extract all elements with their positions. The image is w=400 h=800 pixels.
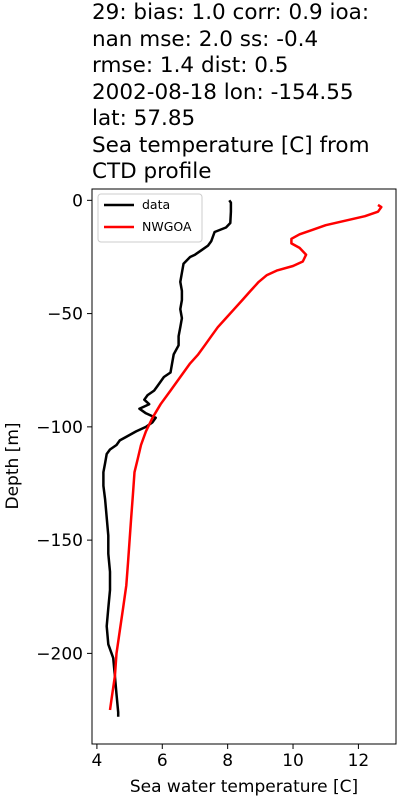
y-axis: 0 −50 −100 −150 −200 <box>36 191 92 664</box>
y-tick-label: −100 <box>36 418 83 438</box>
legend: data NWGOA <box>97 193 203 243</box>
title-line: 2002-08-18 lon: -154.55 <box>92 79 354 105</box>
legend-label-data: data <box>142 197 170 212</box>
x-axis: 4 6 8 10 12 <box>91 744 369 771</box>
plot-lines <box>102 199 383 717</box>
y-tick-label: −200 <box>36 644 83 664</box>
legend-label-nwgoa: NWGOA <box>142 219 192 234</box>
x-tick-label: 10 <box>282 751 304 771</box>
y-tick-label: −50 <box>47 305 83 325</box>
series-line-nwgoa <box>108 203 383 711</box>
x-tick-label: 4 <box>91 751 102 771</box>
chart-title: 29: bias: 1.0 corr: 0.9 ioa: nan mse: 2.… <box>92 0 397 186</box>
series-line-data <box>102 199 233 717</box>
y-axis-label: Depth [m] <box>3 422 23 509</box>
title-line: rmse: 1.4 dist: 0.5 <box>92 53 289 78</box>
x-tick-label: 12 <box>348 751 370 771</box>
x-tick-label: 8 <box>222 751 233 771</box>
y-tick-label: −150 <box>36 531 83 551</box>
title-line: 29: bias: 1.0 corr: 0.9 ioa: <box>92 0 370 25</box>
title-line: lat: 57.85 <box>92 106 196 131</box>
title-line: CTD profile <box>92 159 212 184</box>
y-tick-label: 0 <box>72 191 83 211</box>
title-line: Sea temperature [C] from <box>92 132 370 158</box>
x-tick-label: 6 <box>157 751 168 771</box>
plot-frame <box>91 188 397 745</box>
x-axis-label: Sea water temperature [C] <box>130 777 358 797</box>
title-line: nan mse: 2.0 ss: -0.4 <box>92 26 319 52</box>
